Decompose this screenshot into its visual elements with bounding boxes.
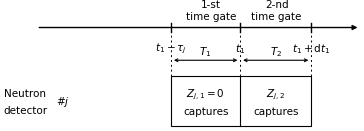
Text: $t_1$: $t_1$ [235,42,245,56]
Text: #$j$: #$j$ [56,95,70,109]
Text: captures: captures [183,107,229,117]
Bar [171,76,311,126]
Text: $t_1 + \mathrm{d}t_1$: $t_1 + \mathrm{d}t_1$ [292,42,331,56]
Text: Neutron: Neutron [4,89,46,99]
Text: detector: detector [4,106,48,116]
Text: $t_1 - \tau_j$: $t_1 - \tau_j$ [155,42,187,56]
Text: $Z_{j,2}$: $Z_{j,2}$ [266,88,285,102]
Text: $Z_{j,1} = 0$: $Z_{j,1} = 0$ [186,88,225,102]
Text: $T_1$: $T_1$ [199,45,212,59]
Text: 1-st
time gate: 1-st time gate [186,0,236,22]
Text: captures: captures [253,107,298,117]
Text: $T_2$: $T_2$ [270,45,282,59]
Text: 2-nd
time gate: 2-nd time gate [252,0,302,22]
